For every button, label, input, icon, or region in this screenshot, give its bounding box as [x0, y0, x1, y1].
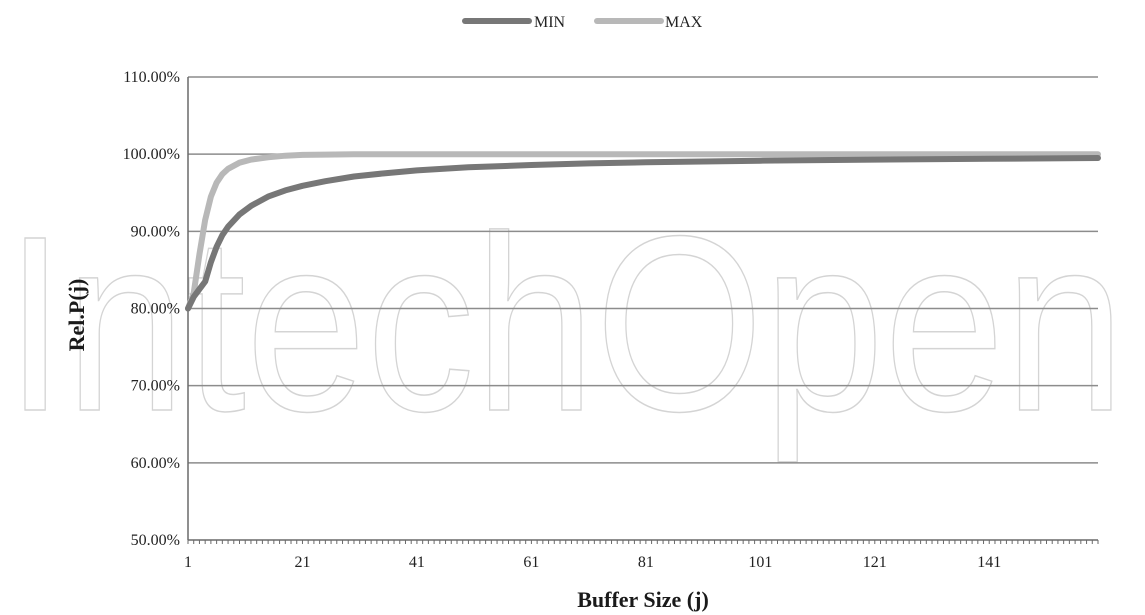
- y-axis-title: Rel.P(j): [64, 279, 89, 352]
- y-tick-label: 90.00%: [131, 223, 180, 240]
- watermark-text: IntechOpen: [5, 184, 1125, 463]
- y-tick-label: 80.00%: [131, 301, 180, 318]
- y-axis: 50.00% 60.00% 70.00% 80.00% 90.00% 100.00% 110…: [123, 69, 189, 549]
- x-tick-label: 1: [184, 554, 192, 571]
- x-axis-title: Buffer Size (j): [577, 587, 709, 612]
- x-tick-label: 101: [748, 554, 772, 571]
- x-tick-label: 41: [409, 554, 425, 571]
- series-lines: [185, 151, 1101, 312]
- y-tick-label: 60.00%: [131, 455, 180, 472]
- x-tick-label: 141: [977, 554, 1001, 571]
- series-line-min: [185, 155, 1101, 312]
- legend-label-min: MIN: [534, 14, 566, 31]
- x-axis: 1 21 41 61 81 101 121 141: [184, 539, 1099, 571]
- y-tick-label: 100.00%: [123, 146, 180, 163]
- y-tick-label: 70.00%: [131, 378, 180, 395]
- x-tick-label: 121: [863, 554, 887, 571]
- series-line-max: [185, 151, 1101, 312]
- legend-label-max: MAX: [665, 14, 703, 31]
- x-tick-label: 21: [294, 554, 310, 571]
- y-tick-label: 110.00%: [123, 69, 180, 86]
- legend: MIN MAX: [462, 14, 703, 31]
- grid-lines: [188, 76, 1098, 464]
- y-tick-label: 50.00%: [131, 532, 180, 549]
- x-tick-label: 81: [638, 554, 654, 571]
- x-tick-label: 61: [523, 554, 539, 571]
